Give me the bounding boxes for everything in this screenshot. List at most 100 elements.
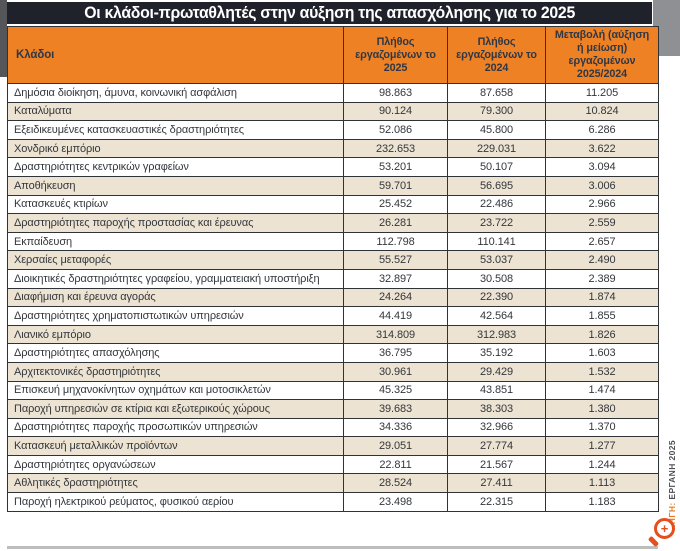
sector-name-cell: Δημόσια διοίκηση, άμυνα, κοινωνική ασφάλ…: [7, 83, 344, 103]
value-cell: 1.532: [545, 361, 659, 382]
page-title: Οι κλάδοι-πρωταθλητές στην αύξηση της απ…: [84, 3, 575, 22]
value-cell: 29.429: [447, 361, 546, 382]
value-cell: 3.622: [545, 138, 659, 159]
value-cell: 87.658: [447, 83, 546, 103]
value-cell: 30.961: [343, 361, 448, 382]
value-cell: 26.281: [343, 213, 448, 233]
value-cell: 28.524: [343, 473, 448, 494]
value-cell: 22.811: [343, 454, 448, 475]
table-row: Εκπαίδευση 112.798 110.141 2.657: [7, 231, 659, 252]
column-header-sector: Κλάδοι: [7, 26, 344, 84]
value-cell: 23.722: [447, 213, 546, 233]
value-cell: 1.474: [545, 380, 659, 401]
value-cell: 44.419: [343, 306, 448, 326]
sector-name-cell: Εξειδικευμένες κατασκευαστικές δραστηριό…: [7, 120, 344, 140]
table-row: Δραστηριότητες παροχής προστασίας και έρ…: [7, 213, 659, 233]
value-cell: 22.486: [447, 194, 546, 215]
value-cell: 35.192: [447, 343, 546, 363]
sector-name-cell: Δραστηριότητες οργανώσεων: [7, 454, 344, 475]
value-cell: 11.205: [545, 83, 659, 103]
zoom-in-button[interactable]: +: [647, 518, 675, 548]
value-cell: 6.286: [545, 120, 659, 140]
value-cell: 53.037: [447, 250, 546, 270]
value-cell: 43.851: [447, 380, 546, 401]
value-cell: 110.141: [447, 231, 546, 252]
value-cell: 42.564: [447, 306, 546, 326]
value-cell: 50.107: [447, 157, 546, 177]
value-cell: 55.527: [343, 250, 448, 270]
table-header: Κλάδοι Πλήθος εργαζομένων το 2025 Πλήθος…: [7, 26, 659, 84]
value-cell: 52.086: [343, 120, 448, 140]
sector-name-cell: Δραστηριότητες απασχόλησης: [7, 343, 344, 363]
value-cell: 30.508: [447, 268, 546, 289]
table-row: Αποθήκευση 59.701 56.695 3.006: [7, 175, 659, 196]
value-cell: 2.490: [545, 250, 659, 270]
sector-name-cell: Παροχή υπηρεσιών σε κτίρια και εξωτερικο…: [7, 399, 344, 419]
value-cell: 23.498: [343, 492, 448, 512]
value-cell: 24.264: [343, 287, 448, 308]
sector-name-cell: Παροχή ηλεκτρικού ρεύματος, φυσικού αερί…: [7, 492, 344, 512]
sector-name-cell: Καταλύματα: [7, 101, 344, 122]
table-row: Δραστηριότητες απασχόλησης 36.795 35.192 1.…: [7, 343, 659, 363]
value-cell: 32.966: [447, 417, 546, 438]
column-header-employees-2025: Πλήθος εργαζομένων το 2025: [343, 26, 448, 84]
table-row: Χερσαίες μεταφορές 55.527 53.037 2.490: [7, 250, 659, 270]
sector-name-cell: Χονδρικό εμπόριο: [7, 138, 344, 159]
value-cell: 1.874: [545, 287, 659, 308]
table-row: Παροχή υπηρεσιών σε κτίρια και εξωτερικο…: [7, 399, 659, 419]
value-cell: 22.315: [447, 492, 546, 512]
sector-name-cell: Αρχιτεκτονικές δραστηριότητες: [7, 361, 344, 382]
value-cell: 232.653: [343, 138, 448, 159]
value-cell: 112.798: [343, 231, 448, 252]
value-cell: 36.795: [343, 343, 448, 363]
value-cell: 34.336: [343, 417, 448, 438]
table-row: Χονδρικό εμπόριο 232.653 229.031 3.622: [7, 138, 659, 159]
value-cell: 27.411: [447, 473, 546, 494]
table-row: Παροχή ηλεκτρικού ρεύματος, φυσικού αερί…: [7, 492, 659, 512]
table-row: Αθλητικές δραστηριότητες 28.524 27.411 1.11…: [7, 473, 659, 494]
sector-name-cell: Διοικητικές δραστηριότητες γραφείου, γρα…: [7, 268, 344, 289]
table-row: Διαφήμιση και έρευνα αγοράς 24.264 22.390 1…: [7, 287, 659, 308]
sector-name-cell: Δραστηριότητες παροχής προσωπικών υπηρεσ…: [7, 417, 344, 438]
table-row: Δραστηριότητες κεντρικών γραφείων 53.201 5…: [7, 157, 659, 177]
sector-table-wrapper: Κλάδοι Πλήθος εργαζομένων το 2025 Πλήθος…: [7, 26, 659, 512]
value-cell: 27.774: [447, 436, 546, 456]
value-cell: 79.300: [447, 101, 546, 122]
value-cell: 98.863: [343, 83, 448, 103]
magnifier-plus-icon: +: [654, 518, 675, 539]
value-cell: 25.452: [343, 194, 448, 215]
value-cell: 2.559: [545, 213, 659, 233]
table-row: Αρχιτεκτονικές δραστηριότητες 30.961 29.42…: [7, 361, 659, 382]
table-row: Δραστηριότητες χρηματοπιστωτικών υπηρεσι…: [7, 306, 659, 326]
sector-name-cell: Λιανικό εμπόριο: [7, 324, 344, 345]
sector-name-cell: Δραστηριότητες παροχής προστασίας και έρ…: [7, 213, 344, 233]
table-row: Επισκευή μηχανοκίνητων οχημάτων και μοτο…: [7, 380, 659, 401]
value-cell: 1.244: [545, 454, 659, 475]
value-cell: 3.094: [545, 157, 659, 177]
sector-table: Κλάδοι Πλήθος εργαζομένων το 2025 Πλήθος…: [7, 26, 659, 512]
value-cell: 59.701: [343, 175, 448, 196]
value-cell: 38.303: [447, 399, 546, 419]
value-cell: 2.389: [545, 268, 659, 289]
value-cell: 2.657: [545, 231, 659, 252]
value-cell: 21.567: [447, 454, 546, 475]
sector-name-cell: Εκπαίδευση: [7, 231, 344, 252]
value-cell: 53.201: [343, 157, 448, 177]
sector-name-cell: Επισκευή μηχανοκίνητων οχημάτων και μοτο…: [7, 380, 344, 401]
source-value: ΕΡΓΑΝΗ 2025: [667, 440, 677, 500]
sector-name-cell: Χερσαίες μεταφορές: [7, 250, 344, 270]
column-header-change: Μεταβολή (αύξηση ή μείωση) εργαζομένων 2…: [545, 26, 659, 84]
sector-name-cell: Δραστηριότητες κεντρικών γραφείων: [7, 157, 344, 177]
table-row: Λιανικό εμπόριο 314.809 312.983 1.826: [7, 324, 659, 345]
value-cell: 312.983: [447, 324, 546, 345]
value-cell: 3.006: [545, 175, 659, 196]
value-cell: 90.124: [343, 101, 448, 122]
table-row: Κατασκευή μεταλλικών προϊόντων 29.051 27.7…: [7, 436, 659, 456]
value-cell: 22.390: [447, 287, 546, 308]
table-row: Καταλύματα 90.124 79.300 10.824: [7, 101, 659, 122]
value-cell: 1.380: [545, 399, 659, 419]
value-cell: 56.695: [447, 175, 546, 196]
value-cell: 1.855: [545, 306, 659, 326]
value-cell: 1.370: [545, 417, 659, 438]
